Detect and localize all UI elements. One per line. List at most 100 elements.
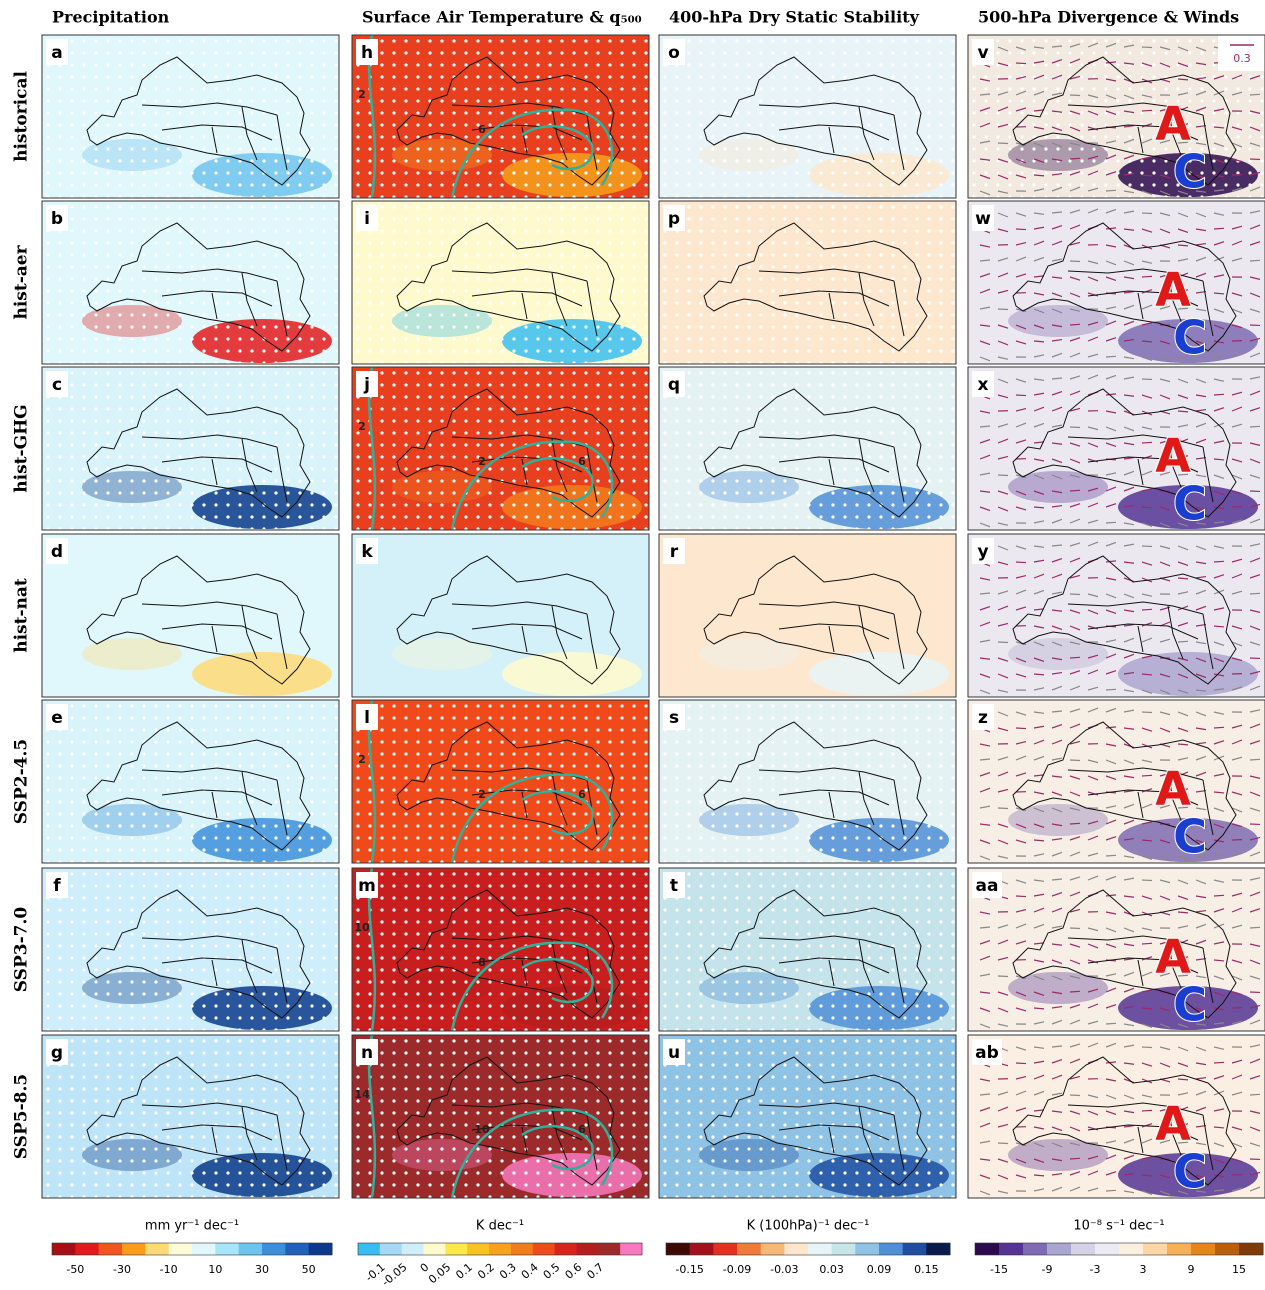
colorbar-tick-label: 50 [302,1263,316,1276]
circulation-label: A [1155,263,1191,317]
colorbar-swatch [576,1243,598,1255]
row-label: historical [12,71,32,162]
colorbar-swatch [511,1243,533,1255]
map-panel: b [42,201,339,364]
colorbar-swatch [402,1243,424,1255]
contour-label: 10 [474,1123,490,1136]
contour-label: 6 [578,455,586,468]
colorbar-swatch [999,1243,1024,1255]
colorbar-swatch [903,1243,927,1255]
colorbar-swatch [1143,1243,1168,1255]
map-panel: ACaa [968,868,1265,1032]
significance-stipple [659,201,956,364]
map-panel: k [352,534,649,697]
map-panel: 14106n [352,1035,649,1198]
panel-letter: p [668,209,680,229]
colorbar-swatch [1023,1243,1048,1255]
colorbar-swatch [879,1243,903,1255]
significance-stipple [659,367,956,530]
colorbar-tick-label: -30 [113,1263,131,1276]
contour-label: 10 [354,921,370,934]
map-panel: 226l [352,700,649,863]
contour-label: 2 [358,88,366,101]
wind-vector [1214,1062,1224,1063]
colorbar-swatch [99,1243,123,1255]
significance-stipple [352,201,649,364]
colorbar-swatch [975,1243,1000,1255]
panel-letter: z [978,708,988,728]
colorbar-swatch [1095,1243,1120,1255]
wind-vector [1250,927,1260,928]
wind-vector [1016,728,1026,729]
panel-letter: o [668,43,680,63]
significance-stipple [352,868,649,1031]
column-title: Precipitation [52,8,170,27]
significance-stipple [352,1035,649,1198]
panel-letter: x [978,375,989,395]
panel-letter: d [51,542,63,562]
colorbar-swatch [1191,1243,1216,1255]
wind-vector [1142,110,1152,111]
colorbar-swatch [239,1243,263,1255]
panel-letter: u [668,1043,680,1063]
circulation-label: C [1173,145,1207,199]
panel-letter: f [53,876,61,896]
row-label: SSP5-8.5 [12,1074,32,1159]
map-panel: o [659,35,956,198]
colorbar-swatch [737,1243,761,1255]
map-panel: ACab [968,1035,1265,1199]
contour-label: 6 [478,123,486,136]
panel-letter: b [51,209,63,229]
circulation-label: A [1155,1097,1191,1151]
wind-vector [1250,94,1260,95]
colorbar-swatch [358,1243,380,1255]
contour-label: 6 [578,1123,586,1136]
wind-vector [1250,593,1260,594]
colorbar-tick-label: -0.09 [723,1263,751,1276]
row-label: hist-aer [12,244,32,319]
vector-scale: 0.3 [1233,52,1251,65]
contour-label: 2 [358,753,366,766]
map-panel: 226j [352,367,649,530]
wind-vector [1214,228,1224,229]
colorbar-swatch [598,1243,620,1255]
circulation-label: C [1173,978,1207,1032]
wind-vector [1106,522,1116,523]
colorbar-swatch [1047,1243,1072,1255]
map-panel: t [659,868,956,1031]
colorbar-tick-label: -0.05 [379,1261,409,1289]
colorbar-swatch [808,1243,832,1255]
wind-vector [1070,490,1080,491]
panel-letter: t [670,876,678,896]
significance-stipple [42,1035,339,1198]
colorbar-swatch [761,1243,785,1255]
colorbar-tick-label: 30 [255,1263,269,1276]
map-panel: a [42,35,339,198]
wind-vector [1016,229,1026,230]
wind-vector [1106,1190,1116,1191]
panel-letter: k [361,542,373,562]
column-title: 400-hPa Dry Static Stability [669,8,920,27]
wind-vector [1016,562,1026,563]
wind-vector [1214,895,1224,896]
wind-vector [1250,1094,1260,1095]
map-panel: 26h [352,35,649,198]
colorbar-swatch [690,1243,714,1255]
row-label: hist-nat [12,578,32,653]
colorbar-tick-label: 0.05 [426,1261,453,1287]
significance-stipple [659,1035,956,1198]
wind-vector [1142,775,1152,776]
map-panel: r [659,534,956,697]
colorbar-swatch [122,1243,146,1255]
map-panel: 108m [352,868,649,1031]
wind-vector [1214,394,1224,395]
colorbar-swatch [713,1243,737,1255]
anomaly-region [502,652,642,696]
wind-vector [1250,759,1260,760]
colorbar-swatch [467,1243,489,1255]
map-panel: c [42,367,339,530]
colorbar-swatch [666,1243,690,1255]
colorbar-tick-label: 0.5 [541,1261,563,1282]
colorbar-label: K (100hPa)⁻¹ dec⁻¹ [747,1219,870,1234]
significance-stipple [42,700,339,863]
